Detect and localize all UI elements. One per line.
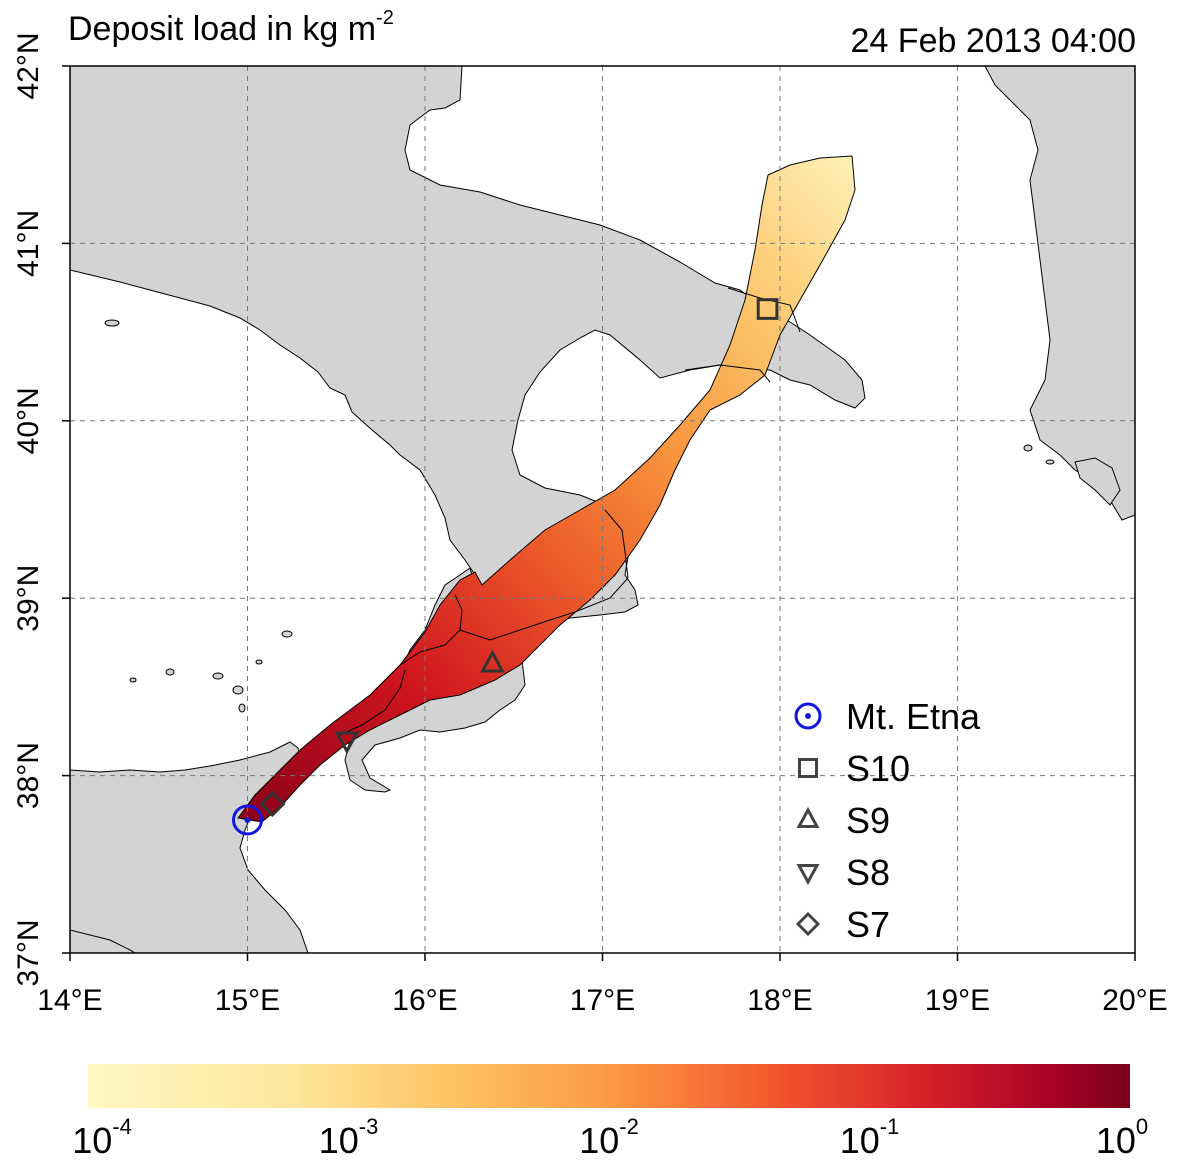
balkans-land <box>984 66 1135 521</box>
island <box>238 703 246 713</box>
timestamp: 24 Feb 2013 04:00 <box>850 22 1136 60</box>
legend-symbol-s10 <box>798 758 818 778</box>
legend-label-s9: S9 <box>846 800 890 841</box>
x-tick-label: 15°E <box>215 984 280 1017</box>
island <box>232 685 244 695</box>
map-title: Deposit load in kg m-2 <box>68 6 394 48</box>
colorbar-tick-label: 10-1 <box>839 1114 900 1161</box>
legend-label-s7: S7 <box>846 904 890 945</box>
legend-symbol-s7 <box>795 911 821 937</box>
legend-label-s10: S10 <box>846 748 910 789</box>
colorbar-tick-label: 10-2 <box>579 1114 639 1161</box>
x-tick-label: 17°E <box>570 984 635 1017</box>
x-tick-label: 18°E <box>747 984 812 1017</box>
y-tick-label: 38°N <box>12 742 45 809</box>
corfu-land <box>1074 457 1121 506</box>
island <box>212 672 224 680</box>
site-marker-s10 <box>756 298 779 320</box>
region-boundary <box>399 287 801 666</box>
x-tick-label: 20°E <box>1102 984 1167 1017</box>
y-tick-label: 40°N <box>12 387 45 454</box>
y-tick-label: 39°N <box>12 565 45 632</box>
legend-label-s8: S8 <box>846 852 890 893</box>
site-marker-mt-etna <box>232 804 263 836</box>
colorbar <box>88 1064 1130 1108</box>
y-tick-label: 37°N <box>12 919 45 986</box>
site-marker-s7 <box>259 790 286 818</box>
x-tick-label: 16°E <box>392 984 457 1017</box>
y-tick-label: 42°N <box>12 32 45 99</box>
x-tick-label: 19°E <box>925 984 990 1017</box>
legend-symbol-s9 <box>796 806 820 828</box>
site-marker-s9 <box>480 649 505 673</box>
malta-land <box>70 929 136 953</box>
island <box>104 319 120 327</box>
legend-symbol-s8 <box>796 864 820 886</box>
deposit-plume <box>237 155 856 823</box>
colorbar-tick-label: 10-4 <box>72 1114 132 1161</box>
island <box>281 630 293 638</box>
legend-symbol-mt-etna <box>794 702 822 730</box>
island <box>129 677 137 683</box>
colorbar-tick-label: 10-3 <box>318 1114 379 1161</box>
x-tick-label: 14°E <box>37 984 102 1017</box>
island <box>1023 444 1033 452</box>
colorbar-tick-label: 100 <box>1095 1114 1149 1161</box>
island <box>255 659 263 665</box>
legend-label-mt-etna: Mt. Etna <box>846 696 981 737</box>
island <box>1045 459 1055 465</box>
island <box>165 668 175 676</box>
region-boundary <box>339 669 406 736</box>
y-tick-label: 41°N <box>12 210 45 277</box>
site-marker-s8 <box>334 731 360 755</box>
